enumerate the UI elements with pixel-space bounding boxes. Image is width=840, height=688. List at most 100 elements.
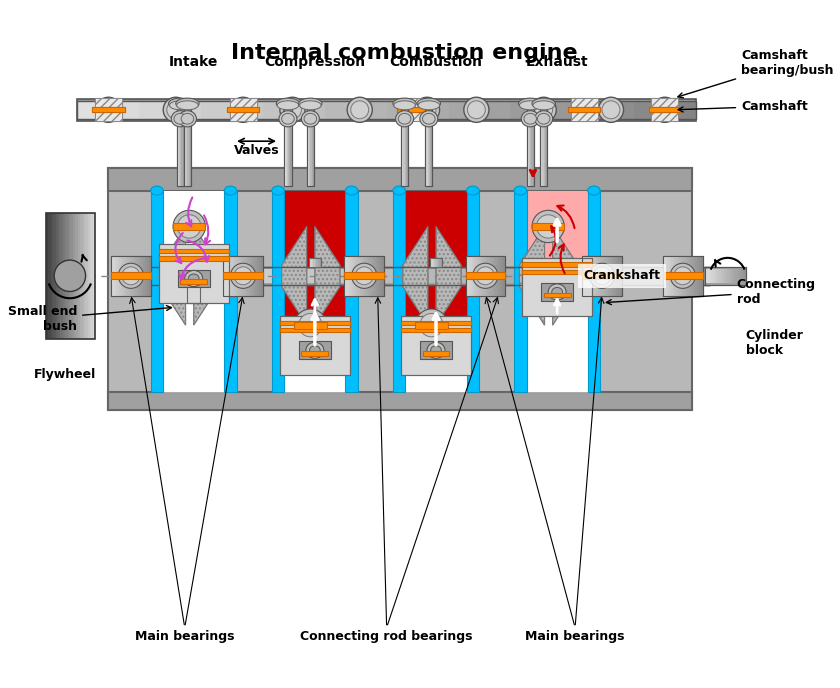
Bar xyxy=(189,105,191,186)
Bar xyxy=(582,256,622,296)
Bar xyxy=(592,256,595,296)
Ellipse shape xyxy=(347,97,372,122)
Bar xyxy=(141,256,143,296)
Ellipse shape xyxy=(431,346,441,355)
Bar xyxy=(457,316,461,374)
Bar xyxy=(169,244,173,303)
Bar xyxy=(376,256,379,296)
Bar xyxy=(578,258,582,316)
Bar xyxy=(729,268,732,283)
Bar xyxy=(215,244,218,303)
Bar xyxy=(536,258,540,316)
Bar xyxy=(683,256,685,296)
Bar xyxy=(118,267,710,285)
Bar xyxy=(604,256,606,296)
Text: Main bearings: Main bearings xyxy=(135,630,234,643)
Bar xyxy=(706,267,746,285)
Bar xyxy=(481,256,484,296)
Bar xyxy=(360,256,363,296)
Bar xyxy=(582,256,622,296)
Bar xyxy=(345,191,358,392)
Bar xyxy=(555,285,558,294)
Bar xyxy=(542,101,573,119)
Bar xyxy=(706,267,746,285)
Bar xyxy=(223,256,263,296)
Bar xyxy=(231,256,234,296)
Ellipse shape xyxy=(181,114,194,124)
Bar xyxy=(176,105,178,186)
Bar xyxy=(309,105,311,186)
Bar xyxy=(53,213,56,338)
Bar xyxy=(198,280,201,303)
Bar xyxy=(176,244,180,303)
Bar xyxy=(545,105,547,186)
Bar xyxy=(285,105,291,186)
Bar xyxy=(465,272,505,279)
Bar xyxy=(693,256,695,296)
Bar xyxy=(393,191,406,392)
Bar xyxy=(294,321,327,329)
Ellipse shape xyxy=(54,260,86,292)
Bar xyxy=(187,280,200,303)
Bar xyxy=(48,213,51,338)
Bar xyxy=(201,244,205,303)
Bar xyxy=(663,256,702,296)
Ellipse shape xyxy=(420,111,438,127)
Bar xyxy=(606,256,608,296)
Bar xyxy=(471,256,474,296)
Bar xyxy=(125,256,128,296)
Ellipse shape xyxy=(552,289,563,298)
Ellipse shape xyxy=(532,98,555,109)
Bar xyxy=(263,101,294,119)
Bar xyxy=(540,105,548,186)
Ellipse shape xyxy=(224,186,237,195)
Bar xyxy=(401,105,402,186)
Text: Valves: Valves xyxy=(234,144,280,157)
Bar xyxy=(533,258,537,316)
Bar xyxy=(522,258,592,316)
Bar xyxy=(425,105,427,186)
Bar xyxy=(527,105,533,186)
Bar xyxy=(147,268,177,283)
Bar xyxy=(301,316,305,374)
Bar xyxy=(739,268,742,283)
Bar xyxy=(679,256,681,296)
Bar xyxy=(522,270,592,274)
Bar xyxy=(614,256,617,296)
Bar xyxy=(227,107,260,112)
Bar xyxy=(429,316,433,374)
Bar xyxy=(255,256,257,296)
Bar xyxy=(108,168,691,191)
Bar xyxy=(417,101,449,119)
Bar xyxy=(302,351,328,356)
Bar xyxy=(470,256,472,296)
Bar xyxy=(211,244,215,303)
Bar xyxy=(727,268,730,283)
Ellipse shape xyxy=(234,267,252,285)
Ellipse shape xyxy=(473,264,498,288)
Bar xyxy=(285,105,286,186)
Ellipse shape xyxy=(171,111,189,127)
Bar xyxy=(401,316,405,374)
Bar xyxy=(401,316,471,374)
Ellipse shape xyxy=(670,264,696,288)
Bar xyxy=(522,191,592,258)
Bar xyxy=(420,341,452,359)
Bar xyxy=(318,258,320,267)
Bar xyxy=(291,316,294,374)
Bar xyxy=(90,213,93,338)
Text: Exhaust: Exhaust xyxy=(526,55,589,69)
Bar xyxy=(279,191,351,392)
Bar xyxy=(616,256,618,296)
Bar xyxy=(474,256,476,296)
Bar xyxy=(77,101,108,119)
Bar xyxy=(346,256,349,296)
Ellipse shape xyxy=(178,111,197,127)
Bar xyxy=(187,280,190,303)
Bar xyxy=(291,105,292,186)
Ellipse shape xyxy=(423,114,435,124)
Bar xyxy=(149,256,151,296)
Bar xyxy=(95,98,122,122)
Bar xyxy=(137,256,139,296)
Bar xyxy=(297,316,302,374)
